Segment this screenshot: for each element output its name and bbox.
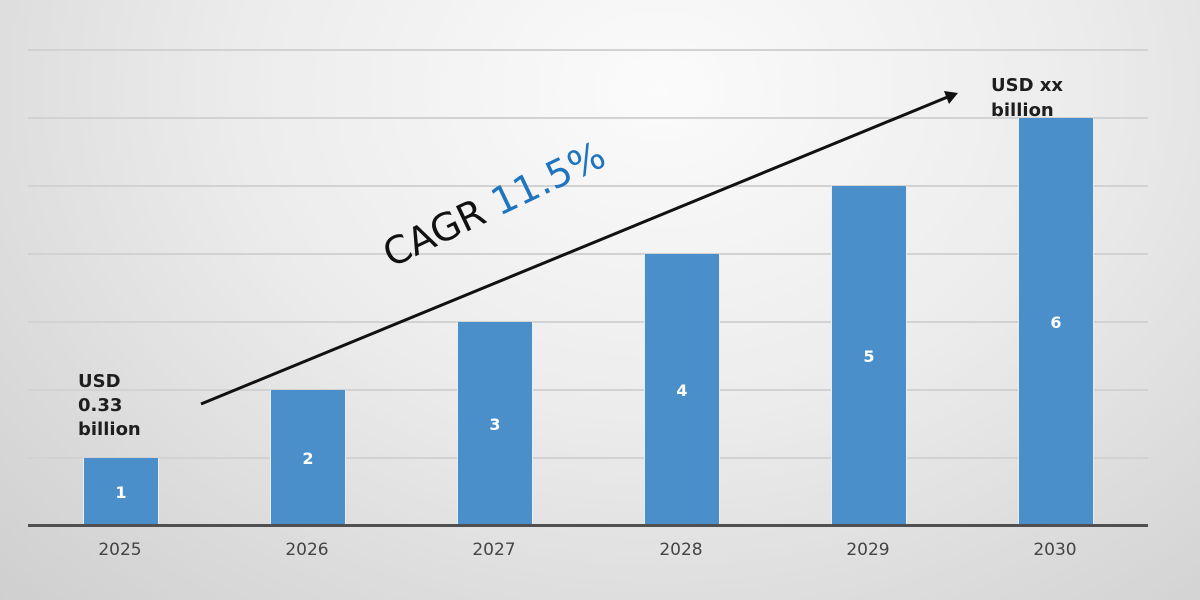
annotation-line: USD xx [991, 75, 1064, 96]
gridline [28, 389, 1148, 391]
bar-value-label: 5 [863, 347, 875, 366]
gridline [28, 321, 1148, 323]
gridline [28, 117, 1148, 119]
x-tick-label: 2028 [659, 540, 703, 560]
annotation-line: USD [78, 371, 121, 392]
bar-value-label: 3 [489, 415, 501, 434]
annotation-line: billion [991, 100, 1054, 121]
bar-value-label: 6 [1050, 313, 1062, 332]
end-value-annotation: USD xx billion [991, 73, 1063, 123]
gridline [28, 49, 1148, 51]
bar-2029: 5 [831, 186, 907, 525]
bar-value-label: 2 [302, 449, 314, 468]
bar-2030: 6 [1018, 118, 1094, 525]
annotation-line: billion [78, 419, 141, 440]
bar-2025: 1 [83, 458, 159, 525]
x-tick-label: 2025 [98, 540, 142, 560]
bar-value-label: 4 [676, 381, 688, 400]
start-value-annotation: USD 0.33 billion [78, 370, 141, 442]
bar-2026: 2 [270, 390, 346, 525]
x-tick-label: 2030 [1033, 540, 1077, 560]
bar-2027: 3 [457, 322, 533, 525]
gridline [28, 457, 1148, 459]
x-tick-label: 2029 [846, 540, 890, 560]
bar-value-label: 1 [115, 483, 127, 502]
x-axis-line [28, 524, 1148, 527]
gridline [28, 253, 1148, 255]
annotation-line: 0.33 [78, 395, 123, 416]
gridline [28, 185, 1148, 187]
x-tick-label: 2026 [285, 540, 329, 560]
bar-2028: 4 [644, 254, 720, 525]
x-tick-label: 2027 [472, 540, 516, 560]
